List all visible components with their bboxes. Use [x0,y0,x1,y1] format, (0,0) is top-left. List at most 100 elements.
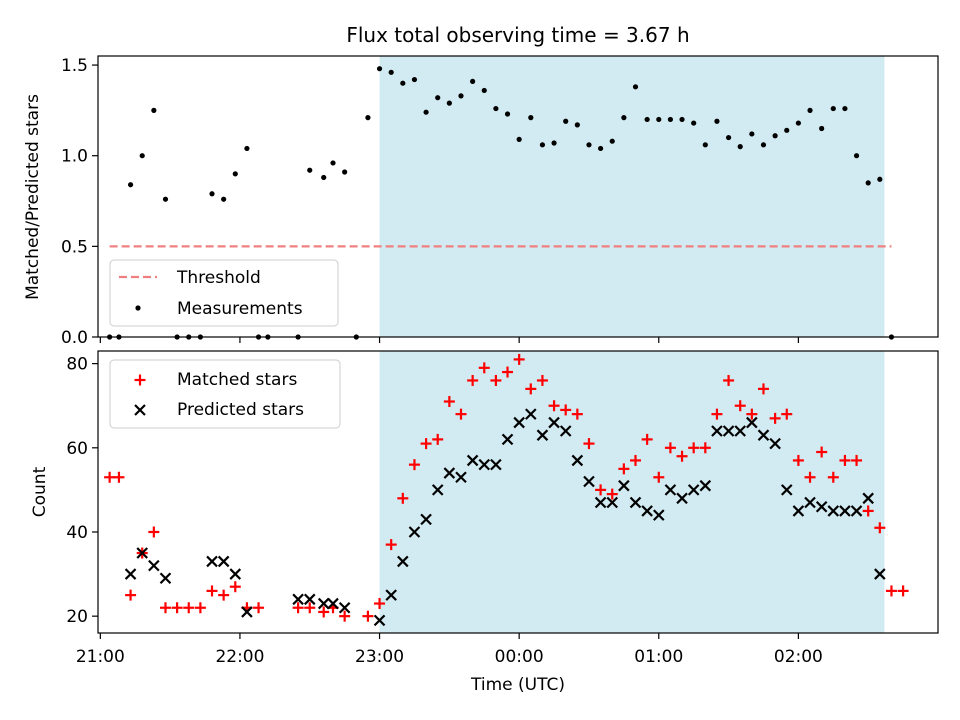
predicted-star-point [536,429,549,441]
matched-star-point [781,408,793,420]
measurement-point [446,100,452,106]
predicted-star-point [525,408,537,420]
predicted-star-point [722,425,735,437]
matched-star-point [699,442,711,454]
matched-star-point [885,585,897,597]
top-legend-box [109,259,339,327]
measurement-point [528,115,534,121]
measurement-point [691,120,697,126]
predicted-star-point [711,425,723,437]
predicted-star-point [769,437,781,450]
xtick-label: 02:00 [774,647,823,667]
predicted-star-point [455,471,467,484]
matched-star-point [851,454,863,466]
predicted-star-point [804,496,816,509]
top-legend: Threshold Measurements [109,259,339,327]
predicted-star-point [490,458,502,471]
predicted-star-point [397,555,409,568]
predicted-star-point [757,429,770,441]
measurement-point [435,95,441,101]
measurement-point [423,109,429,115]
measurement-point [516,136,522,142]
matched-star-point [420,438,432,450]
measurement-point [574,122,580,128]
predicted-star-point [136,547,148,559]
bottom-ytick-label: 20 [66,607,88,627]
predicted-star-point [159,572,172,585]
measurement-point [551,140,557,146]
predicted-star-point [327,597,339,610]
matched-star-point [171,602,183,614]
bottom-ytick-label: 60 [66,439,88,459]
predicted-star-point [687,484,700,496]
bottom-ytick-label: 40 [66,523,88,543]
matched-star-point [125,589,137,601]
measurement-point [807,107,813,113]
measurement-point [470,78,476,84]
measurement-point [830,105,836,112]
matched-star-point [362,610,374,622]
legend-matched-label: Matched stars [177,370,297,390]
predicted-star-point [241,606,253,618]
matched-star-point [804,471,816,483]
measurement-point [244,145,250,152]
predicted-star-point [815,500,828,513]
matched-star-point [455,408,467,420]
predicted-star-point [629,496,642,509]
predicted-star-point [431,484,444,496]
matched-star-point [229,581,241,593]
matched-star-point [606,488,618,500]
matched-star-point [467,374,479,386]
predicted-star-point [124,568,137,580]
matched-star-point [560,404,572,416]
measurement-point [458,93,464,99]
measurement-point [388,69,394,75]
matched-star-point [769,412,781,424]
measurement-point [232,171,238,177]
predicted-star-point [583,475,595,488]
matched-star-point [641,433,653,445]
predicted-star-point [606,496,619,509]
measurement-point [784,127,790,133]
measurement-point [656,116,662,123]
matched-star-point [443,396,455,408]
measurement-point [667,116,674,123]
matched-star-point [536,374,548,386]
matched-star-point [253,602,265,614]
matched-star-point [839,454,851,466]
measurement-point [221,196,227,202]
measurement-point [539,142,546,148]
measurement-point [795,120,801,126]
legend-cross-marker [134,404,146,416]
measurement-point [679,116,685,123]
x-axis-label: Time (UTC) [470,675,565,695]
matched-star-point [723,374,735,386]
bottom-legend-box [109,359,341,429]
matched-star-point [408,459,420,471]
predicted-star-point [513,416,525,429]
predicted-star-point [217,555,230,568]
top-y-axis-label: Matched/Predicted stars [23,94,43,300]
measurement-point [504,111,511,117]
measurement-point [877,176,883,182]
predicted-star-point [373,614,386,627]
top-axes-frame [97,55,939,338]
matched-star-point [206,585,218,597]
matched-star-point [478,362,490,374]
matched-star-point [664,442,676,454]
predicted-star-point [303,593,316,606]
measurement-point [772,133,778,139]
matched-star-point [757,383,769,395]
predicted-star-point [746,416,758,429]
matched-star-point [194,602,206,614]
matched-star-point [148,526,160,538]
xtick-label: 23:00 [355,647,404,667]
predicted-star-point [839,505,851,517]
measurement-point [400,80,406,86]
matched-star-point [432,433,444,445]
predicted-star-point [862,492,874,505]
measurement-point [621,115,627,121]
top-ytick-label: 0.5 [61,237,88,257]
measurement-point [853,153,860,159]
